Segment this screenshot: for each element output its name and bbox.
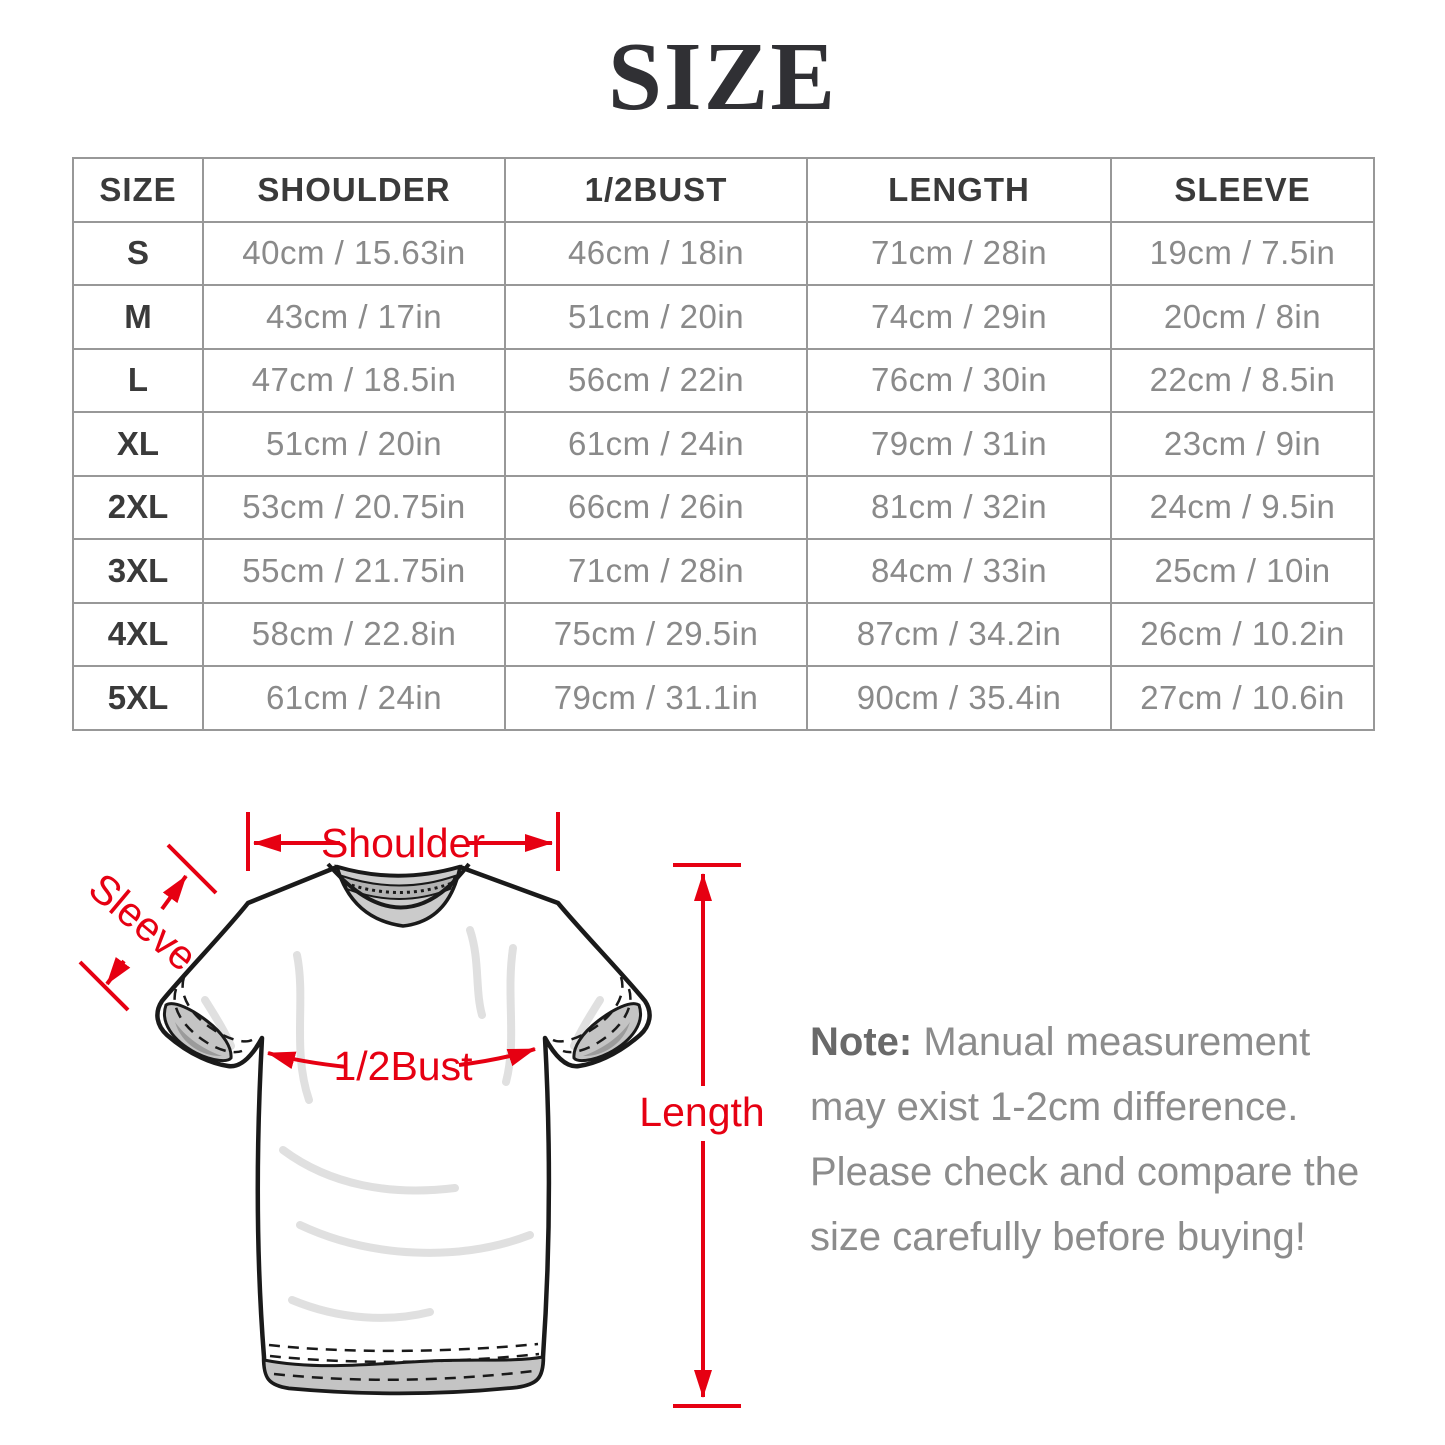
measurement-cell: 46cm / 18in <box>504 220 808 286</box>
measurement-cell: 81cm / 32in <box>806 474 1112 540</box>
right-cuff-stitching <box>552 976 624 1043</box>
table-row: 5XL 61cm / 24in 79cm / 31.1in 90cm / 35.4in… <box>72 665 1375 731</box>
left-cuff-shadow <box>175 1022 222 1057</box>
measurement-cell: 66cm / 26in <box>504 474 808 540</box>
shoulder-label: Shoulder <box>321 820 485 866</box>
sleeve-label: Sleeve <box>80 864 206 980</box>
measurement-cell: 76cm / 30in <box>806 347 1112 413</box>
note-prefix: Note: <box>810 1020 913 1064</box>
column-header: LENGTH <box>806 157 1112 223</box>
wrinkle-shading <box>296 1221 534 1257</box>
tshirt-diagram: Shoulder Sleeve 1/2Bust <box>78 812 765 1408</box>
note-text: Note: Manual measurement may exist 1-2cm… <box>810 1010 1376 1270</box>
right-cuff-shadow <box>583 1022 630 1057</box>
size-table-body: S 40cm / 15.63in 46cm / 18in 71cm / 28in 19c… <box>72 220 1375 731</box>
measurement-cell: 23cm / 9in <box>1110 411 1375 477</box>
note-body: Manual measurement may exist 1-2cm diffe… <box>810 1020 1360 1259</box>
tshirt-graphic <box>155 862 652 1396</box>
wrinkle-shading <box>293 951 313 1104</box>
length-label: Length <box>639 1089 764 1135</box>
left-cuff-stitching <box>173 988 243 1054</box>
measurement-cell: 58cm / 22.8in <box>202 601 506 667</box>
header-row: SIZE SHOULDER 1/2BUST LENGTH SLEEVE <box>72 157 1375 223</box>
wrinkle-shading <box>288 1296 434 1322</box>
size-cell: XL <box>72 411 204 477</box>
column-header: SLEEVE <box>1110 157 1375 223</box>
measurement-cell: 55cm / 21.75in <box>202 538 506 604</box>
table-row: 3XL 55cm / 21.75in 71cm / 28in 84cm / 33in 2… <box>72 538 1375 604</box>
column-header: 1/2BUST <box>504 157 808 223</box>
wrinkle-shading <box>570 996 604 1050</box>
measurement-cell: 61cm / 24in <box>202 665 506 731</box>
table-row: M 43cm / 17in 51cm / 20in 74cm / 29in 20cm /… <box>72 284 1375 350</box>
measurement-cell: 43cm / 17in <box>202 284 506 350</box>
measurement-cell: 71cm / 28in <box>806 220 1112 286</box>
measurement-cell: 20cm / 8in <box>1110 284 1375 350</box>
measurement-cell: 40cm / 15.63in <box>202 220 506 286</box>
measurement-cell: 56cm / 22in <box>504 347 808 413</box>
measurement-cell: 24cm / 9.5in <box>1110 474 1375 540</box>
measurement-cell: 79cm / 31in <box>806 411 1112 477</box>
measurement-cell: 71cm / 28in <box>504 538 808 604</box>
half-bust-arrow: 1/2Bust <box>267 1043 536 1089</box>
wrinkle-shading <box>279 1146 459 1195</box>
table-row: L 47cm / 18.5in 56cm / 22in 76cm / 30in 22cm… <box>72 347 1375 413</box>
collar-band <box>340 874 457 900</box>
size-table: SIZE SHOULDER 1/2BUST LENGTH SLEEVE S 40cm / … <box>72 157 1375 731</box>
size-cell: 4XL <box>72 601 204 667</box>
measurement-cell: 26cm / 10.2in <box>1110 601 1375 667</box>
measurement-cell: 75cm / 29.5in <box>504 601 808 667</box>
length-arrow: Length <box>639 863 765 1408</box>
size-cell: S <box>72 220 204 286</box>
measurement-cell: 87cm / 34.2in <box>806 601 1112 667</box>
hem-stitching <box>269 1352 540 1364</box>
size-table-header: SIZE SHOULDER 1/2BUST LENGTH SLEEVE <box>72 157 1375 223</box>
table-row: 2XL 53cm / 20.75in 66cm / 26in 81cm / 32in 2… <box>72 474 1375 540</box>
page-title: SIZE <box>607 23 838 130</box>
left-cuff-stitching <box>181 976 253 1043</box>
measurement-cell: 90cm / 35.4in <box>806 665 1112 731</box>
half-bust-label: 1/2Bust <box>333 1043 473 1089</box>
wrinkle-shading <box>502 944 517 1086</box>
measurement-cell: 79cm / 31.1in <box>504 665 808 731</box>
measurement-cell: 27cm / 10.6in <box>1110 665 1375 731</box>
measurement-cell: 47cm / 18.5in <box>202 347 506 413</box>
size-cell: L <box>72 347 204 413</box>
measurement-cell: 51cm / 20in <box>202 411 506 477</box>
wrinkle-shading <box>201 996 235 1050</box>
measurement-cell: 84cm / 33in <box>806 538 1112 604</box>
column-header: SIZE <box>72 157 204 223</box>
table-row: 4XL 58cm / 22.8in 75cm / 29.5in 87cm / 34.2… <box>72 601 1375 667</box>
collar-rim <box>326 862 471 910</box>
measurement-cell: 51cm / 20in <box>504 284 808 350</box>
measurement-cell: 61cm / 24in <box>504 411 808 477</box>
column-header: SHOULDER <box>202 157 506 223</box>
measurement-cell: 74cm / 29in <box>806 284 1112 350</box>
wrinkle-shading <box>466 926 486 1019</box>
right-cuff-stitching <box>562 988 632 1054</box>
size-cell: 2XL <box>72 474 204 540</box>
shoulder-arrow: Shoulder <box>246 812 560 871</box>
size-cell: M <box>72 284 204 350</box>
hem-stitching <box>268 1342 539 1353</box>
table-row: S 40cm / 15.63in 46cm / 18in 71cm / 28in 19c… <box>72 220 1375 286</box>
measurement-cell: 25cm / 10in <box>1110 538 1375 604</box>
size-cell: 5XL <box>72 665 204 731</box>
table-row: XL 51cm / 20in 61cm / 24in 79cm / 31in 23cm … <box>72 411 1375 477</box>
measurement-cell: 22cm / 8.5in <box>1110 347 1375 413</box>
measurement-cell: 53cm / 20.75in <box>202 474 506 540</box>
size-cell: 3XL <box>72 538 204 604</box>
measurement-cell: 19cm / 7.5in <box>1110 220 1375 286</box>
